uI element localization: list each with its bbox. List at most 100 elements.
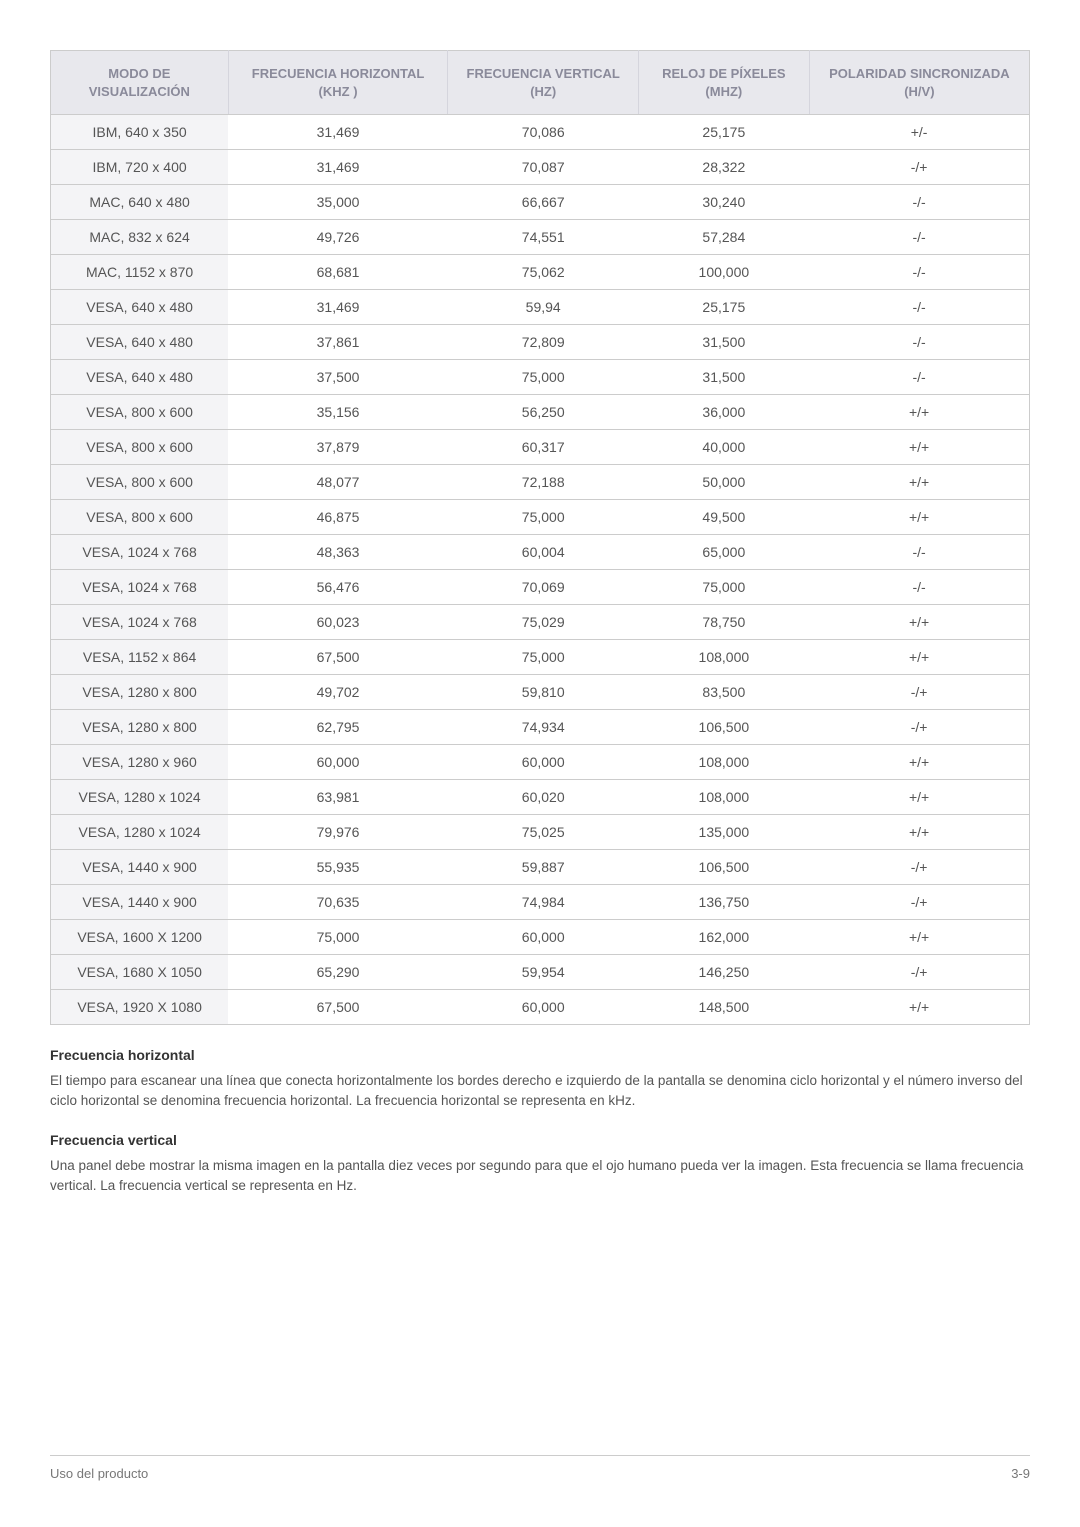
table-cell: 30,240 — [638, 185, 809, 220]
table-cell: 65,000 — [638, 535, 809, 570]
table-cell: 59,887 — [448, 850, 639, 885]
table-cell: 35,000 — [228, 185, 448, 220]
table-row: VESA, 1280 x 80062,79574,934106,500-/+ — [51, 710, 1030, 745]
table-cell: 75,000 — [448, 640, 639, 675]
section-title: Frecuencia vertical — [50, 1132, 1030, 1148]
table-cell: -/+ — [809, 150, 1029, 185]
table-cell: IBM, 720 x 400 — [51, 150, 229, 185]
table-cell: -/+ — [809, 675, 1029, 710]
table-cell: VESA, 1680 X 1050 — [51, 955, 229, 990]
table-cell: 35,156 — [228, 395, 448, 430]
table-row: VESA, 1024 x 76848,36360,00465,000-/- — [51, 535, 1030, 570]
table-cell: 75,062 — [448, 255, 639, 290]
table-cell: 56,476 — [228, 570, 448, 605]
table-cell: -/+ — [809, 710, 1029, 745]
table-cell: 36,000 — [638, 395, 809, 430]
table-cell: 48,077 — [228, 465, 448, 500]
table-row: VESA, 800 x 60037,87960,31740,000+/+ — [51, 430, 1030, 465]
table-cell: VESA, 800 x 600 — [51, 465, 229, 500]
table-cell: -/- — [809, 360, 1029, 395]
table-cell: VESA, 1280 x 800 — [51, 675, 229, 710]
table-cell: VESA, 1280 x 1024 — [51, 780, 229, 815]
table-cell: 106,500 — [638, 850, 809, 885]
table-cell: VESA, 1280 x 960 — [51, 745, 229, 780]
table-cell: -/- — [809, 220, 1029, 255]
table-cell: VESA, 1024 x 768 — [51, 605, 229, 640]
col-polarity: POLARIDAD SINCRONIZADA (H/V) — [809, 51, 1029, 115]
table-cell: 59,94 — [448, 290, 639, 325]
table-cell: 108,000 — [638, 780, 809, 815]
table-cell: 67,500 — [228, 990, 448, 1025]
table-cell: 70,635 — [228, 885, 448, 920]
section-body: Una panel debe mostrar la misma imagen e… — [50, 1156, 1030, 1195]
footer-left: Uso del producto — [50, 1466, 148, 1481]
table-cell: 74,551 — [448, 220, 639, 255]
table-row: IBM, 720 x 40031,46970,08728,322-/+ — [51, 150, 1030, 185]
table-cell: +/+ — [809, 430, 1029, 465]
table-cell: 75,029 — [448, 605, 639, 640]
footer-right: 3-9 — [1011, 1466, 1030, 1481]
table-cell: 75,000 — [228, 920, 448, 955]
table-cell: 75,000 — [448, 360, 639, 395]
table-cell: 72,809 — [448, 325, 639, 360]
table-cell: 60,020 — [448, 780, 639, 815]
table-cell: 74,934 — [448, 710, 639, 745]
table-row: VESA, 1280 x 96060,00060,000108,000+/+ — [51, 745, 1030, 780]
table-cell: 62,795 — [228, 710, 448, 745]
page-footer: Uso del producto 3-9 — [50, 1455, 1030, 1481]
table-cell: VESA, 1920 X 1080 — [51, 990, 229, 1025]
table-cell: VESA, 800 x 600 — [51, 500, 229, 535]
table-cell: 75,000 — [448, 500, 639, 535]
table-cell: 79,976 — [228, 815, 448, 850]
table-cell: 66,667 — [448, 185, 639, 220]
table-cell: 65,290 — [228, 955, 448, 990]
table-cell: -/- — [809, 255, 1029, 290]
table-cell: 162,000 — [638, 920, 809, 955]
table-row: VESA, 1680 X 105065,29059,954146,250-/+ — [51, 955, 1030, 990]
table-cell: 40,000 — [638, 430, 809, 465]
table-cell: +/+ — [809, 640, 1029, 675]
table-body: IBM, 640 x 35031,46970,08625,175+/-IBM, … — [51, 115, 1030, 1025]
table-row: VESA, 1280 x 80049,70259,81083,500-/+ — [51, 675, 1030, 710]
table-cell: 25,175 — [638, 290, 809, 325]
table-row: VESA, 640 x 48037,86172,80931,500-/- — [51, 325, 1030, 360]
table-cell: -/- — [809, 570, 1029, 605]
table-cell: 100,000 — [638, 255, 809, 290]
table-cell: VESA, 1152 x 864 — [51, 640, 229, 675]
table-row: MAC, 640 x 48035,00066,66730,240-/- — [51, 185, 1030, 220]
table-cell: VESA, 1024 x 768 — [51, 535, 229, 570]
table-cell: 135,000 — [638, 815, 809, 850]
table-cell: -/- — [809, 290, 1029, 325]
col-freq-h: FRECUENCIA HORIZONTAL (KHZ ) — [228, 51, 448, 115]
table-cell: 49,702 — [228, 675, 448, 710]
section-title: Frecuencia horizontal — [50, 1047, 1030, 1063]
table-row: VESA, 800 x 60035,15656,25036,000+/+ — [51, 395, 1030, 430]
table-cell: 136,750 — [638, 885, 809, 920]
table-cell: VESA, 800 x 600 — [51, 395, 229, 430]
table-cell: 48,363 — [228, 535, 448, 570]
table-row: VESA, 1600 X 120075,00060,000162,000+/+ — [51, 920, 1030, 955]
section-body: El tiempo para escanear una línea que co… — [50, 1071, 1030, 1110]
table-cell: 31,469 — [228, 150, 448, 185]
table-cell: VESA, 640 x 480 — [51, 325, 229, 360]
table-cell: 37,879 — [228, 430, 448, 465]
table-cell: 31,500 — [638, 360, 809, 395]
col-pixel-clock: RELOJ DE PÍXELES (MHZ) — [638, 51, 809, 115]
table-row: VESA, 1440 x 90070,63574,984136,750-/+ — [51, 885, 1030, 920]
table-cell: +/+ — [809, 605, 1029, 640]
table-cell: -/- — [809, 325, 1029, 360]
table-cell: VESA, 1024 x 768 — [51, 570, 229, 605]
table-row: VESA, 640 x 48031,46959,9425,175-/- — [51, 290, 1030, 325]
table-cell: 60,317 — [448, 430, 639, 465]
table-cell: -/+ — [809, 850, 1029, 885]
table-cell: VESA, 800 x 600 — [51, 430, 229, 465]
table-cell: 146,250 — [638, 955, 809, 990]
table-row: VESA, 800 x 60048,07772,18850,000+/+ — [51, 465, 1030, 500]
table-cell: -/- — [809, 535, 1029, 570]
table-cell: VESA, 640 x 480 — [51, 360, 229, 395]
table-cell: 83,500 — [638, 675, 809, 710]
table-cell: 37,861 — [228, 325, 448, 360]
table-cell: 148,500 — [638, 990, 809, 1025]
table-cell: 106,500 — [638, 710, 809, 745]
table-cell: MAC, 640 x 480 — [51, 185, 229, 220]
